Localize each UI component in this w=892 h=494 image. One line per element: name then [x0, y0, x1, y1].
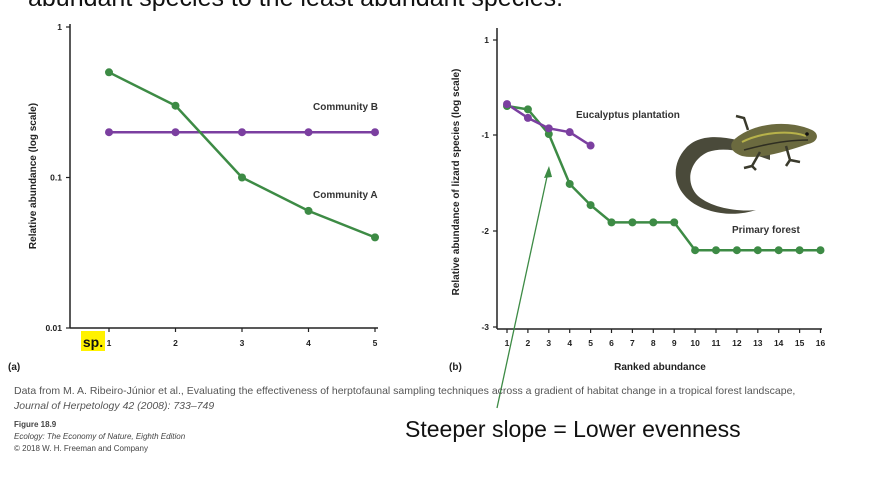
highlight-text: sp.: [83, 334, 103, 350]
panel-b-data-point: [628, 218, 637, 227]
highlight-marker: [81, 331, 105, 351]
panel-a: Relative abundance (log scale) (a) 0.01 0…: [8, 22, 379, 373]
journal-credit: Journal of Herpetology 42 (2008): 733–74…: [14, 400, 215, 412]
panel-b-x-tick-label: 12: [732, 338, 742, 348]
legend-community-b: Community B: [313, 102, 378, 113]
panel-a-ylabel: Relative abundance (log scale): [28, 103, 39, 249]
panel-a-data-point: [371, 128, 379, 137]
panel-b-data-point: [795, 246, 804, 255]
panel-b-series-line-1: [506, 104, 821, 252]
panel-b-data-point: [565, 128, 574, 137]
panel-a-label: (a): [8, 362, 20, 373]
panel-a-y-tick-label: 0.1: [50, 173, 62, 183]
panel-a-data-point: [238, 128, 246, 137]
book-title: Ecology: The Economy of Nature, Eighth E…: [14, 432, 186, 441]
panel-b-data-point: [586, 141, 595, 150]
panel-b-x-tick-label: 13: [753, 338, 763, 348]
panel-b-data-point: [732, 246, 741, 255]
panel-b-y-tick-label: -2: [481, 226, 489, 236]
evenness-annotation: Steeper slope = Lower evenness: [405, 416, 741, 442]
panel-b-x-tick-label: 4: [567, 338, 572, 348]
panel-b-x-tick-label: 15: [795, 338, 805, 348]
panel-b-y-tick-label: -3: [481, 322, 489, 332]
panel-b-data-point: [544, 124, 553, 133]
panel-b-data-point: [607, 218, 616, 227]
panel-b-data-point: [503, 100, 511, 109]
panel-b-x-tick-label: 9: [672, 338, 677, 348]
legend-eucalyptus: Eucalyptus plantation: [576, 110, 680, 121]
annotation-arrowhead: [544, 166, 552, 178]
panel-b-x-tick-label: 10: [690, 338, 700, 348]
panel-b-data-point: [586, 201, 595, 210]
panel-b: Relative abundance of lizard species (lo…: [449, 28, 826, 409]
panel-b-x-tick-label: 6: [609, 338, 614, 348]
panel-b-x-tick-label: 5: [588, 338, 593, 348]
panel-a-data-point: [238, 173, 246, 182]
copyright: © 2018 W. H. Freeman and Company: [14, 444, 148, 453]
panel-a-y-tick-label: 1: [57, 22, 62, 32]
panel-a-data-point: [304, 206, 313, 215]
panel-a-data-point: [105, 68, 113, 77]
panel-a-data-point: [304, 128, 313, 137]
panel-b-data-point: [753, 246, 762, 255]
panel-a-x-tick-label: 2: [173, 338, 178, 348]
panel-a-x-tick-label: 1: [107, 338, 112, 348]
panel-b-x-tick-label: 1: [505, 338, 510, 348]
lizard-illustration: [675, 114, 817, 214]
panel-b-x-tick-label: 16: [816, 338, 826, 348]
top-caption: abundant species to the least abundant s…: [28, 0, 563, 13]
panel-b-x-tick-label: 8: [651, 338, 656, 348]
panel-b-y-tick-label: 1: [484, 35, 489, 45]
annotation-arrow: [496, 171, 549, 409]
panel-a-series-line-1: [108, 71, 376, 239]
panel-b-data-point: [544, 130, 553, 139]
panel-b-data-point: [774, 246, 783, 255]
panel-b-data-point: [565, 179, 574, 188]
panel-b-xlabel: Ranked abundance: [614, 362, 706, 373]
legend-community-a: Community A: [313, 190, 378, 201]
panel-b-data-point: [523, 113, 532, 122]
panel-a-data-point: [105, 128, 113, 137]
panel-b-data-point: [816, 246, 825, 255]
panel-a-x-tick-label: 3: [240, 338, 245, 348]
panel-a-data-point: [171, 128, 180, 137]
panel-a-x-tick-label: 4: [306, 338, 311, 348]
panel-a-data-point: [371, 233, 379, 242]
panel-a-data-point: [171, 101, 180, 110]
panel-b-data-point: [712, 246, 720, 255]
panel-b-x-tick-label: 14: [774, 338, 784, 348]
panel-a-y-tick-label: 0.01: [45, 323, 62, 333]
figure-number: Figure 18.9: [14, 420, 57, 429]
data-credit: Data from M. A. Ribeiro-Júnior et al., E…: [14, 385, 796, 397]
panel-b-label: (b): [449, 362, 462, 373]
panel-b-y-tick-label: -1: [481, 130, 489, 140]
panel-b-data-point: [670, 218, 679, 227]
panel-a-x-tick-label: 5: [373, 338, 378, 348]
panel-b-x-tick-label: 7: [630, 338, 635, 348]
panel-b-data-point: [649, 218, 658, 227]
panel-b-x-tick-label: 11: [712, 338, 721, 348]
panel-b-data-point: [691, 246, 700, 255]
legend-primary-forest: Primary forest: [732, 225, 800, 236]
panel-b-data-point: [523, 105, 532, 114]
panel-b-x-tick-label: 2: [526, 338, 531, 348]
panel-b-ylabel: Relative abundance of lizard species (lo…: [451, 69, 462, 296]
panel-b-x-tick-label: 3: [546, 338, 551, 348]
